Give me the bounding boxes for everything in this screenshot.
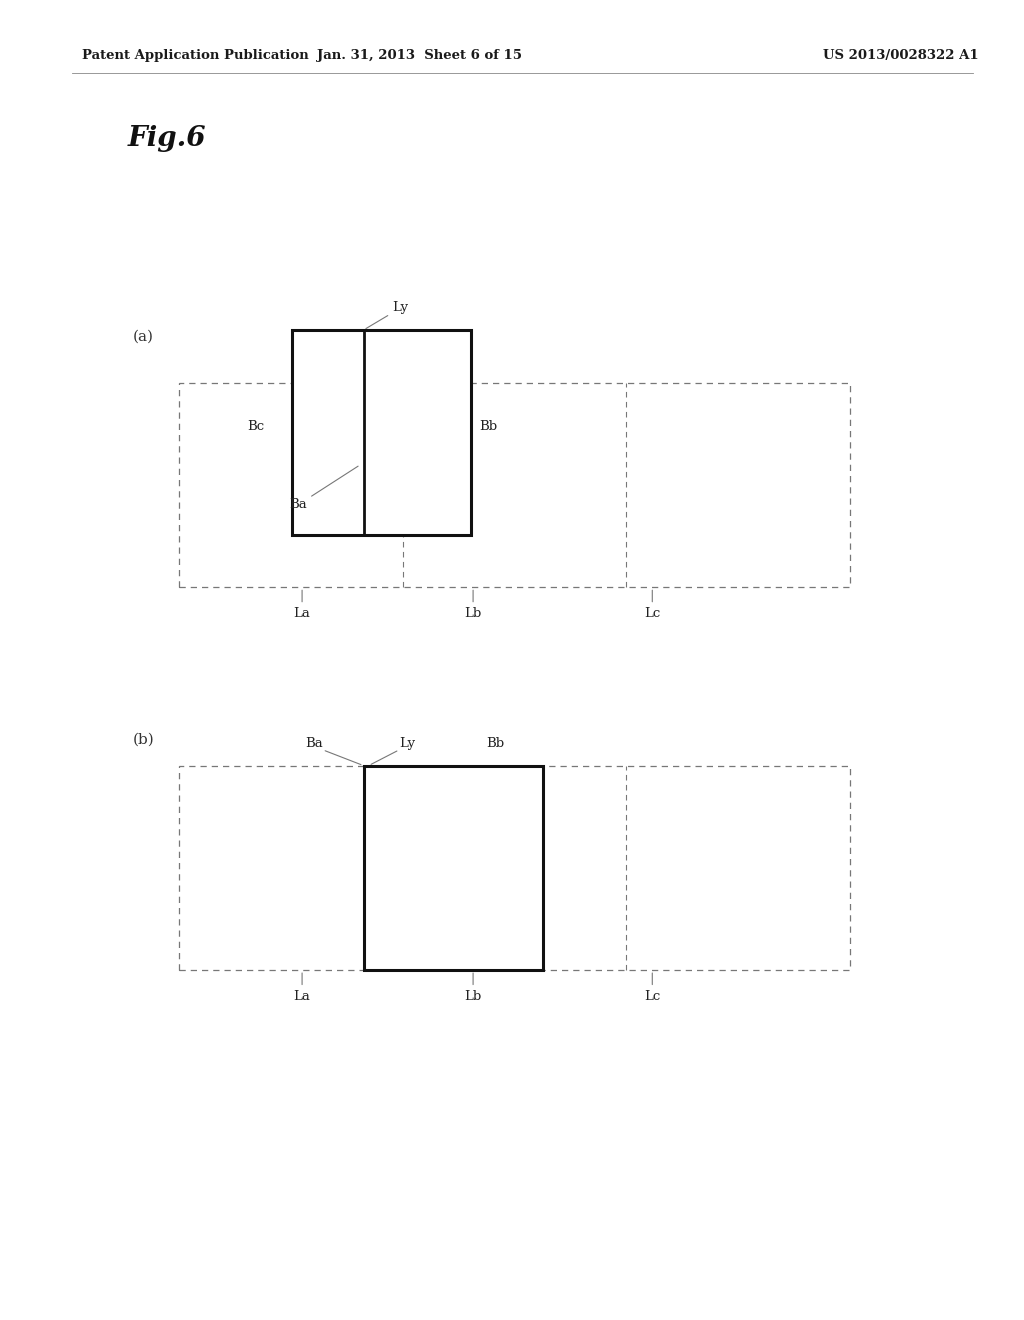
Text: Bb: Bb — [479, 420, 498, 433]
Text: US 2013/0028322 A1: US 2013/0028322 A1 — [823, 49, 979, 62]
Text: (a): (a) — [133, 330, 155, 343]
Text: Patent Application Publication: Patent Application Publication — [82, 49, 308, 62]
Text: Lc: Lc — [644, 607, 660, 620]
Text: Lb: Lb — [465, 990, 481, 1003]
Text: Ba: Ba — [289, 498, 306, 511]
Text: Jan. 31, 2013  Sheet 6 of 15: Jan. 31, 2013 Sheet 6 of 15 — [317, 49, 522, 62]
Text: Fig.6: Fig.6 — [128, 125, 207, 152]
Bar — [179, 383, 850, 587]
Text: Lc: Lc — [644, 990, 660, 1003]
Text: Bb: Bb — [486, 737, 505, 750]
Bar — [292, 330, 471, 535]
Text: La: La — [294, 990, 310, 1003]
Text: Ly: Ly — [399, 737, 416, 750]
Text: Lb: Lb — [465, 607, 481, 620]
Text: Bc: Bc — [247, 420, 264, 433]
Bar — [179, 766, 850, 970]
Bar — [364, 766, 543, 970]
Text: (b): (b) — [133, 733, 155, 746]
Text: Ba: Ba — [305, 737, 323, 750]
Text: La: La — [294, 607, 310, 620]
Text: Ly: Ly — [392, 301, 409, 314]
